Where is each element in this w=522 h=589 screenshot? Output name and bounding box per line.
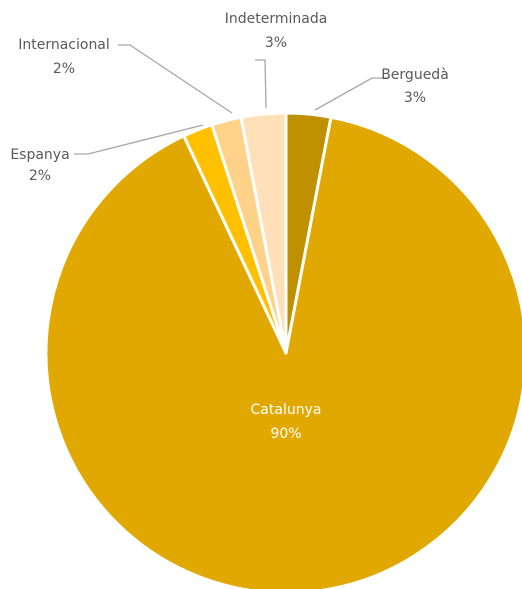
leader-line-bergueda — [314, 77, 388, 111]
data-label-category-bergueda: Berguedà — [381, 67, 449, 83]
data-label-category-internacional: Internacional — [18, 37, 110, 53]
leader-lines — [74, 44, 388, 155]
data-labels: Berguedà 3% Catalunya 90% Espanya 2% Internaci… — [10, 11, 448, 442]
pie-slice-indeterminada — [239, 111, 288, 355]
data-label-percent-internacional: 2% — [53, 61, 75, 77]
data-label-percent-espanya: 2% — [29, 168, 51, 184]
leader-line-indeterminada — [255, 59, 267, 109]
data-label-percent-bergueda: 3% — [404, 90, 426, 106]
data-label-category-catalunya: Catalunya — [251, 402, 322, 418]
leader-line-espanya — [74, 124, 204, 155]
data-label-category-indeterminada: Indeterminada — [225, 11, 328, 27]
leader-line-internacional — [118, 44, 233, 114]
pie-slices — [44, 111, 522, 589]
pie-slice-catalunya — [44, 115, 522, 589]
data-label-percent-catalunya: 90% — [270, 426, 301, 442]
data-label-percent-indeterminada: 3% — [265, 35, 287, 51]
data-label-category-espanya: Espanya — [10, 147, 69, 163]
